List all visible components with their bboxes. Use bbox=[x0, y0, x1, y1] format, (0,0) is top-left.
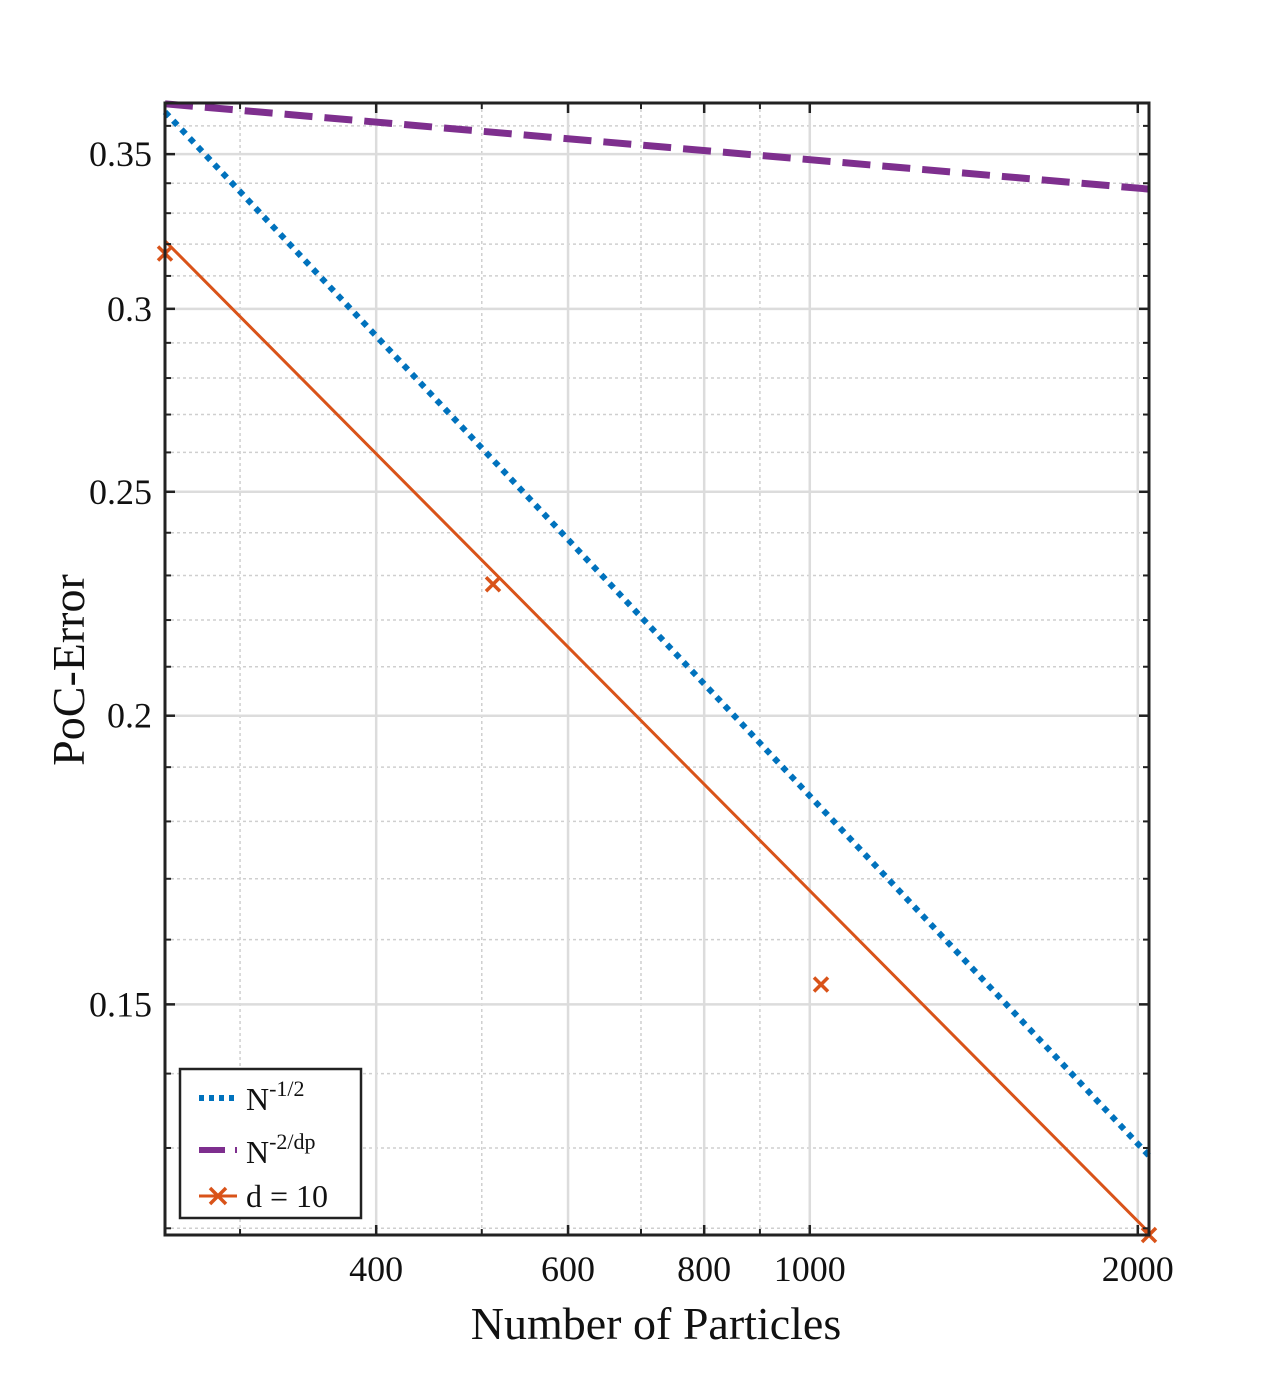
legend-label-n-2dp-sup: -2/dp bbox=[269, 1129, 315, 1154]
legend-swatch-d10-marker bbox=[208, 1186, 228, 1206]
legend-label-n-half: N-1/2 bbox=[246, 1076, 305, 1117]
x-tick-label: 800 bbox=[677, 1249, 731, 1289]
legend-label-n-half-sup: -1/2 bbox=[269, 1076, 304, 1101]
x-tick-label: 400 bbox=[349, 1249, 403, 1289]
grid bbox=[165, 103, 1149, 1235]
legend-label-n-2dp: N-2/dp bbox=[246, 1129, 316, 1170]
y-tick-label: 0.15 bbox=[89, 984, 152, 1024]
legend: N-1/2 N-2/dp d = 10 bbox=[178, 1067, 363, 1220]
plot-frame bbox=[163, 101, 1151, 1237]
legend-box bbox=[178, 1067, 363, 1220]
series-line-2 bbox=[163, 239, 1151, 1234]
data-point-marker bbox=[484, 575, 502, 593]
x-axis-title: Number of Particles bbox=[471, 1298, 841, 1349]
series-line-1 bbox=[164, 100, 1150, 193]
y-axis-title: PoC-Error bbox=[43, 574, 94, 766]
x-tick-label: 2000 bbox=[1102, 1249, 1174, 1289]
legend-label-n-2dp-base: N bbox=[246, 1134, 269, 1170]
x-tick-label: 1000 bbox=[774, 1249, 846, 1289]
data-point-marker bbox=[812, 976, 830, 993]
legend-label-n-half-base: N bbox=[246, 1081, 269, 1117]
series-group bbox=[162, 100, 1152, 1234]
y-tick-label: 0.35 bbox=[89, 134, 152, 174]
ticks bbox=[165, 103, 1149, 1235]
y-tick-label: 0.3 bbox=[107, 289, 152, 329]
y-tick-label: 0.2 bbox=[107, 696, 152, 736]
legend-label-d10: d = 10 bbox=[246, 1178, 328, 1214]
y-tick-label: 0.25 bbox=[89, 472, 152, 512]
x-tick-label: 600 bbox=[541, 1249, 595, 1289]
series-line-0 bbox=[162, 109, 1152, 1158]
tick-labels: 400 600 800 1000 2000 0.15 0.2 0.25 0.3 0.35 bbox=[89, 134, 1174, 1289]
